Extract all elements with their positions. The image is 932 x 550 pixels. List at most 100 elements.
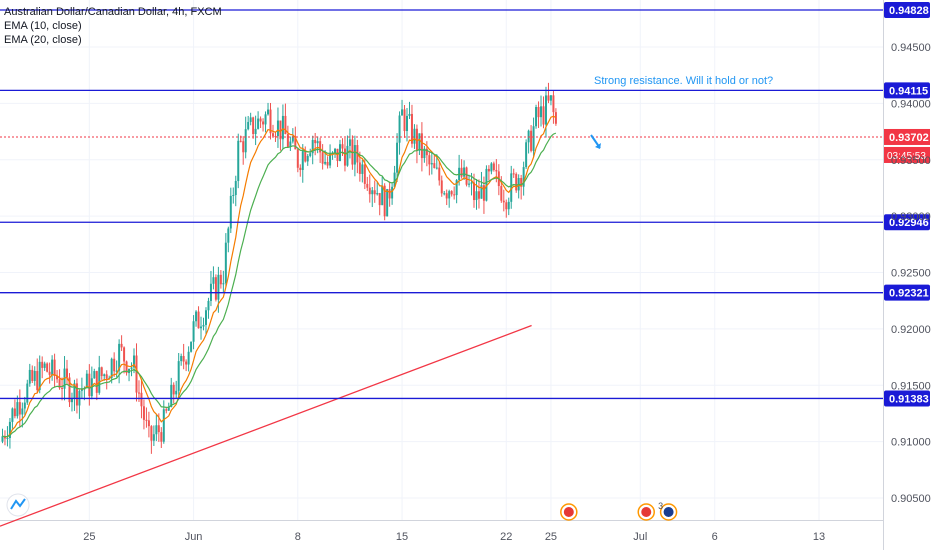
candle [1, 428, 4, 444]
candle-body [353, 145, 356, 165]
candle [147, 411, 150, 438]
candle-body [413, 128, 416, 144]
candle-body [348, 139, 351, 146]
candle [356, 139, 359, 174]
candle [388, 181, 391, 207]
candle-body [195, 311, 198, 322]
candle-body [487, 168, 490, 172]
candle-body [1, 436, 4, 442]
candle [177, 352, 180, 397]
candle [155, 414, 158, 442]
candle-body [145, 419, 148, 421]
candle [373, 180, 376, 203]
candle-body [271, 133, 274, 136]
candle [187, 346, 190, 372]
candle-body [371, 190, 374, 195]
candle [549, 95, 552, 106]
candle-body [207, 300, 210, 311]
candle-body [23, 402, 26, 409]
candle-body [88, 373, 91, 397]
candle [314, 132, 317, 156]
candle-body [401, 109, 404, 116]
candle-body [152, 434, 155, 441]
candle-body [43, 363, 46, 368]
candle [530, 125, 533, 153]
candle [453, 186, 456, 200]
candle-body [485, 168, 488, 201]
candle [267, 102, 270, 116]
candle-body [98, 367, 101, 393]
candle-body [448, 191, 451, 199]
candle [43, 361, 46, 371]
candle [26, 379, 29, 405]
candle-body [554, 112, 557, 124]
x-tick-label: 25 [545, 531, 557, 543]
x-tick-label: 6 [712, 531, 718, 543]
canada-flag-icon [637, 503, 655, 521]
candle [249, 112, 252, 126]
candle [316, 136, 319, 154]
candle-body [294, 136, 297, 150]
candle [477, 179, 480, 209]
candle-body [492, 163, 495, 171]
candle [118, 339, 121, 384]
candle [547, 82, 550, 104]
candle [420, 122, 423, 172]
candle-body [167, 406, 170, 411]
candle [331, 151, 334, 160]
candle [515, 172, 518, 193]
candle [113, 352, 116, 377]
candle-body [70, 398, 73, 403]
candle-body [234, 181, 237, 196]
candle [418, 133, 421, 156]
candle-body [140, 392, 143, 407]
chart-title: Australian Dollar/Canadian Dollar, 4h, F… [4, 6, 222, 18]
candle [98, 355, 101, 395]
candle-body [433, 163, 436, 168]
candle-body [51, 359, 54, 375]
candle [522, 161, 525, 196]
candle-body [182, 356, 185, 362]
candle-body [125, 361, 128, 374]
candle-body [172, 384, 175, 395]
candle [485, 165, 488, 202]
candle-body [31, 369, 34, 381]
candle-body [532, 126, 535, 151]
candle [376, 181, 379, 196]
candle-body [502, 200, 505, 203]
candle-body [475, 191, 478, 201]
candle-body [410, 113, 413, 144]
candle-body [85, 373, 88, 389]
candle-body [103, 374, 106, 377]
candle-body [522, 167, 525, 187]
candle-body [110, 358, 113, 378]
candle [128, 368, 131, 382]
candle [152, 425, 155, 446]
candle [202, 317, 205, 331]
candle [197, 306, 200, 329]
candle [321, 144, 324, 170]
candle-body [386, 189, 389, 217]
candle-body [343, 148, 346, 166]
candle [135, 343, 138, 402]
candle [336, 148, 339, 168]
grid-lines [0, 0, 883, 520]
candle-body [473, 182, 476, 201]
candle [182, 343, 185, 370]
candle-body [455, 180, 458, 196]
candle [398, 111, 401, 155]
candle-body [403, 109, 406, 132]
candle [512, 168, 515, 178]
y-tick-label: 0.92500 [891, 268, 931, 280]
candle-body [130, 367, 133, 369]
candle-body [244, 129, 247, 153]
candle [403, 105, 406, 138]
candle [408, 101, 411, 119]
ema-20-line [2, 132, 557, 438]
candle-body [316, 141, 319, 144]
candle-body [363, 164, 366, 184]
candle [413, 124, 416, 149]
event-flag [663, 507, 674, 517]
candle [274, 131, 277, 142]
